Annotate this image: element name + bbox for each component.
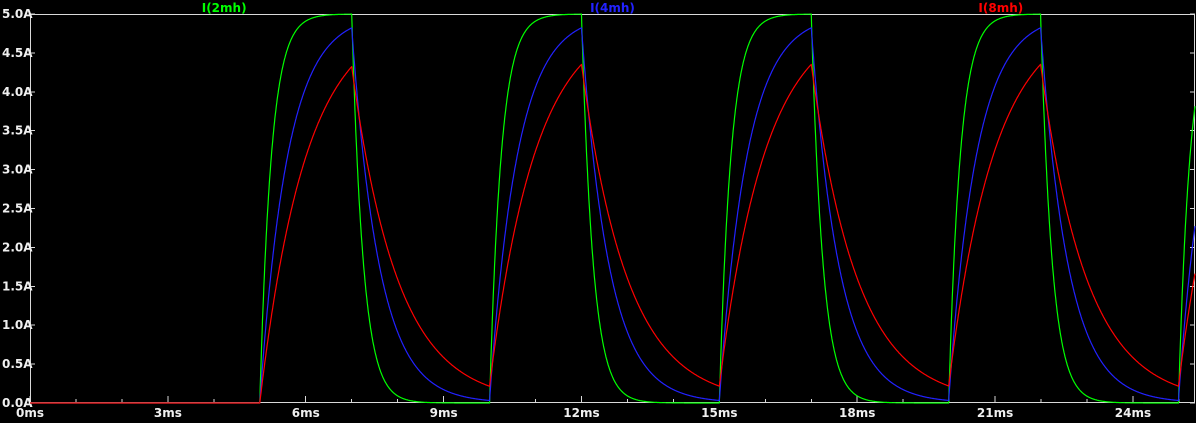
x-tick-label: 6ms bbox=[292, 406, 320, 420]
y-tick-label: 2.5A bbox=[2, 202, 33, 216]
x-tick-label: 21ms bbox=[977, 406, 1013, 420]
y-tick-label: 1.5A bbox=[2, 279, 33, 293]
y-tick-label: 0.5A bbox=[2, 357, 33, 371]
trace-label-i2mh[interactable]: I(2mh) bbox=[201, 1, 247, 15]
y-tick-label: 1.0A bbox=[2, 318, 33, 332]
y-tick-label: 2.0A bbox=[2, 240, 33, 254]
x-tick-label: 15ms bbox=[701, 406, 737, 420]
trace-label-i4mh[interactable]: I(4mh) bbox=[590, 1, 635, 15]
y-tick-label: 4.0A bbox=[2, 85, 33, 99]
y-tick-label: 3.0A bbox=[2, 163, 33, 177]
y-tick-label: 5.0A bbox=[2, 7, 33, 21]
x-tick-label: 18ms bbox=[839, 406, 875, 420]
y-tick-label: 0.0A bbox=[2, 396, 33, 410]
plot-border bbox=[30, 14, 1195, 403]
x-tick-label: 3ms bbox=[154, 406, 182, 420]
x-tick-label: 12ms bbox=[563, 406, 599, 420]
trace-I(8mh) bbox=[29, 63, 1196, 404]
trace-label-i8mh[interactable]: I(8mh) bbox=[978, 1, 1024, 15]
x-tick-label: 0ms bbox=[16, 406, 44, 420]
trace-I(2mh) bbox=[29, 13, 1196, 404]
y-tick-label: 3.5A bbox=[2, 124, 33, 138]
y-tick-label: 4.5A bbox=[2, 46, 33, 60]
x-tick-label: 24ms bbox=[1115, 406, 1151, 420]
x-tick-label: 9ms bbox=[430, 406, 458, 420]
trace-I(4mh) bbox=[29, 27, 1196, 404]
